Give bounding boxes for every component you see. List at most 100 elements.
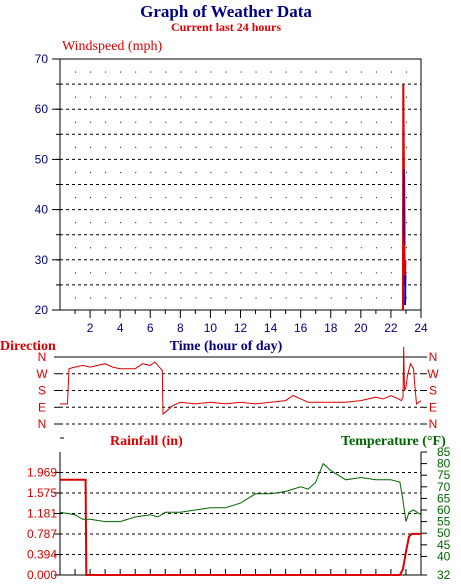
page-subtitle: Current last 24 hours bbox=[171, 20, 281, 34]
direction-series-line bbox=[60, 346, 422, 415]
windspeed-grid-dot bbox=[405, 146, 407, 148]
windspeed-grid-dot bbox=[405, 96, 407, 98]
windspeed-grid-dot bbox=[390, 222, 392, 224]
windspeed-series-line bbox=[402, 169, 406, 245]
windspeed-grid-dot bbox=[120, 222, 122, 224]
windspeed-grid-dot bbox=[210, 146, 212, 148]
windspeed-y-tick-label: 40 bbox=[35, 203, 49, 217]
windspeed-grid-dot bbox=[165, 96, 167, 98]
windspeed-grid-dot bbox=[270, 222, 272, 224]
time-x-tick-label: 20 bbox=[354, 321, 368, 335]
windspeed-grid-dot bbox=[255, 96, 257, 98]
direction-left-tick-label: W bbox=[36, 367, 48, 381]
windspeed-grid-dot bbox=[225, 121, 227, 123]
windspeed-grid-dot bbox=[180, 247, 182, 249]
windspeed-grid-dot bbox=[105, 247, 107, 249]
windspeed-grid-dot bbox=[345, 146, 347, 148]
windspeed-grid-dot bbox=[75, 96, 77, 98]
windspeed-grid-dot bbox=[315, 71, 317, 73]
windspeed-grid-dot bbox=[360, 197, 362, 199]
windspeed-grid-dot bbox=[210, 247, 212, 249]
windspeed-y-tick-label: 20 bbox=[35, 303, 49, 317]
direction-right-tick-label: S bbox=[429, 384, 437, 398]
windspeed-grid-dot bbox=[105, 297, 107, 299]
windspeed-grid-dot bbox=[225, 71, 227, 73]
windspeed-grid-dot bbox=[390, 121, 392, 123]
windspeed-grid-dot bbox=[150, 297, 152, 299]
windspeed-grid-dot bbox=[255, 297, 257, 299]
windspeed-grid-dot bbox=[375, 272, 377, 274]
rainfall-y-tick-label: 0.787 bbox=[27, 527, 57, 541]
direction-left-tick-label: E bbox=[38, 400, 46, 414]
windspeed-grid-dot bbox=[285, 121, 287, 123]
windspeed-grid-dot bbox=[390, 297, 392, 299]
windspeed-grid-dot bbox=[120, 197, 122, 199]
windspeed-grid-dot bbox=[300, 71, 302, 73]
windspeed-grid-dot bbox=[345, 121, 347, 123]
windspeed-grid-dot bbox=[270, 197, 272, 199]
time-x-tick-label: 2 bbox=[87, 321, 94, 335]
windspeed-grid-dot bbox=[405, 222, 407, 224]
windspeed-grid-dot bbox=[285, 222, 287, 224]
windspeed-grid-dot bbox=[210, 121, 212, 123]
windspeed-grid-dot bbox=[405, 272, 407, 274]
windspeed-grid-dot bbox=[360, 272, 362, 274]
temperature-y-tick-label: 45 bbox=[437, 538, 451, 552]
windspeed-grid-dot bbox=[180, 146, 182, 148]
windspeed-grid-dot bbox=[315, 247, 317, 249]
windspeed-grid-dot bbox=[345, 297, 347, 299]
windspeed-grid-dot bbox=[150, 71, 152, 73]
windspeed-grid-dot bbox=[345, 96, 347, 98]
time-x-tick-label: 18 bbox=[324, 321, 338, 335]
windspeed-grid-dot bbox=[360, 146, 362, 148]
windspeed-grid-dot bbox=[120, 297, 122, 299]
temperature-y-tick-label: 60 bbox=[437, 503, 451, 517]
windspeed-grid-dot bbox=[255, 121, 257, 123]
windspeed-grid-dot bbox=[180, 297, 182, 299]
direction-right-tick-label: W bbox=[427, 367, 439, 381]
windspeed-grid-dot bbox=[165, 197, 167, 199]
windspeed-grid-dot bbox=[90, 146, 92, 148]
windspeed-grid-dot bbox=[180, 96, 182, 98]
windspeed-grid-dot bbox=[210, 222, 212, 224]
windspeed-grid-dot bbox=[375, 96, 377, 98]
windspeed-grid-dot bbox=[270, 96, 272, 98]
windspeed-y-tick-label: 30 bbox=[35, 253, 49, 267]
windspeed-grid-dot bbox=[405, 71, 407, 73]
windspeed-grid-dot bbox=[180, 171, 182, 173]
temperature-y-tick-label: 80 bbox=[437, 457, 451, 471]
windspeed-grid-dot bbox=[270, 121, 272, 123]
windspeed-grid-dot bbox=[330, 197, 332, 199]
windspeed-grid-dot bbox=[270, 247, 272, 249]
windspeed-grid-dot bbox=[300, 146, 302, 148]
windspeed-grid-dot bbox=[345, 222, 347, 224]
direction-right-tick-label: N bbox=[429, 417, 438, 431]
windspeed-grid-dot bbox=[120, 247, 122, 249]
windspeed-grid-dot bbox=[405, 197, 407, 199]
windspeed-grid-dot bbox=[330, 146, 332, 148]
windspeed-grid-dot bbox=[360, 121, 362, 123]
windspeed-grid-dot bbox=[120, 171, 122, 173]
temperature-y-tick-label: 75 bbox=[437, 468, 451, 482]
windspeed-grid-dot bbox=[225, 247, 227, 249]
windspeed-grid-dot bbox=[285, 71, 287, 73]
windspeed-grid-dot bbox=[180, 197, 182, 199]
windspeed-grid-dot bbox=[225, 171, 227, 173]
windspeed-grid-dot bbox=[210, 71, 212, 73]
windspeed-grid-dot bbox=[225, 197, 227, 199]
windspeed-grid-dot bbox=[375, 171, 377, 173]
windspeed-grid-dot bbox=[135, 121, 137, 123]
windspeed-grid-dot bbox=[270, 146, 272, 148]
windspeed-grid-dot bbox=[225, 96, 227, 98]
windspeed-grid-dot bbox=[120, 272, 122, 274]
windspeed-grid-dot bbox=[315, 297, 317, 299]
windspeed-grid-dot bbox=[135, 71, 137, 73]
windspeed-grid-dot bbox=[150, 197, 152, 199]
windspeed-grid-dot bbox=[345, 197, 347, 199]
rain-temp-panel: 0.000 0.394 0.787 1.181 1.575 1.969 32 40455055… bbox=[27, 437, 451, 582]
windspeed-grid-dot bbox=[135, 272, 137, 274]
windspeed-grid-dot bbox=[300, 272, 302, 274]
windspeed-grid-dot bbox=[120, 71, 122, 73]
windspeed-grid-dot bbox=[75, 171, 77, 173]
windspeed-grid-dot bbox=[90, 171, 92, 173]
